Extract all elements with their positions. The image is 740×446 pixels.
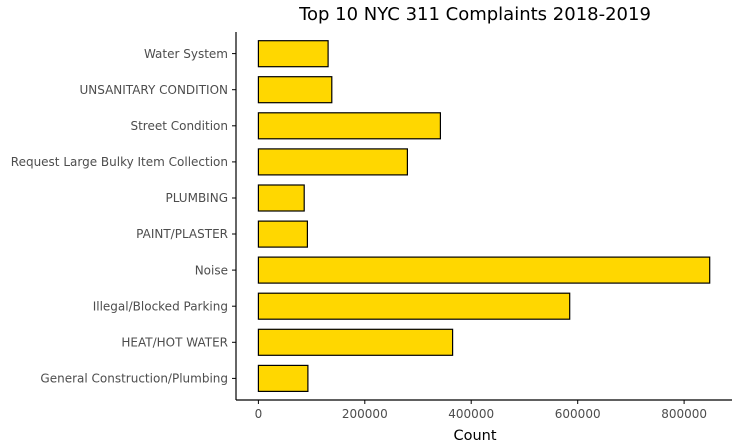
bar — [257, 220, 308, 248]
x-tick-label: 600000 — [555, 407, 601, 421]
y-tick-label: Request Large Bulky Item Collection — [11, 155, 228, 169]
x-axis-ticks: 0 200000 400000 600000 800000 — [255, 400, 707, 421]
chart-title: Top 10 NYC 311 Complaints 2018-2019 — [298, 4, 651, 25]
x-tick-label: 400000 — [448, 407, 494, 421]
bar — [257, 40, 329, 68]
bar — [257, 328, 454, 356]
y-tick-label: General Construction/Plumbing — [40, 372, 228, 386]
bar — [257, 256, 711, 284]
y-tick-label: Street Condition — [130, 119, 228, 133]
bar — [257, 184, 305, 212]
y-tick-label: UNSANITARY CONDITION — [79, 83, 228, 97]
x-tick-label: 800000 — [661, 407, 707, 421]
bar — [257, 112, 441, 140]
x-axis-title: Count — [453, 428, 496, 444]
y-axis-ticks: General Construction/Plumbing HEAT/HOT WA… — [11, 47, 236, 386]
bar — [257, 76, 333, 104]
y-tick-label: Noise — [195, 263, 228, 277]
y-tick-label: Water System — [144, 47, 228, 61]
x-tick-label: 0 — [255, 407, 263, 421]
bar — [257, 148, 408, 176]
y-tick-label: HEAT/HOT WATER — [121, 336, 228, 350]
bar — [257, 364, 309, 392]
y-tick-label: PAINT/PLASTER — [136, 227, 228, 241]
x-tick-label: 200000 — [342, 407, 388, 421]
bar — [257, 292, 571, 320]
bars — [257, 40, 711, 392]
y-tick-label: PLUMBING — [165, 191, 228, 205]
y-tick-label: Illegal/Blocked Parking — [93, 299, 228, 313]
